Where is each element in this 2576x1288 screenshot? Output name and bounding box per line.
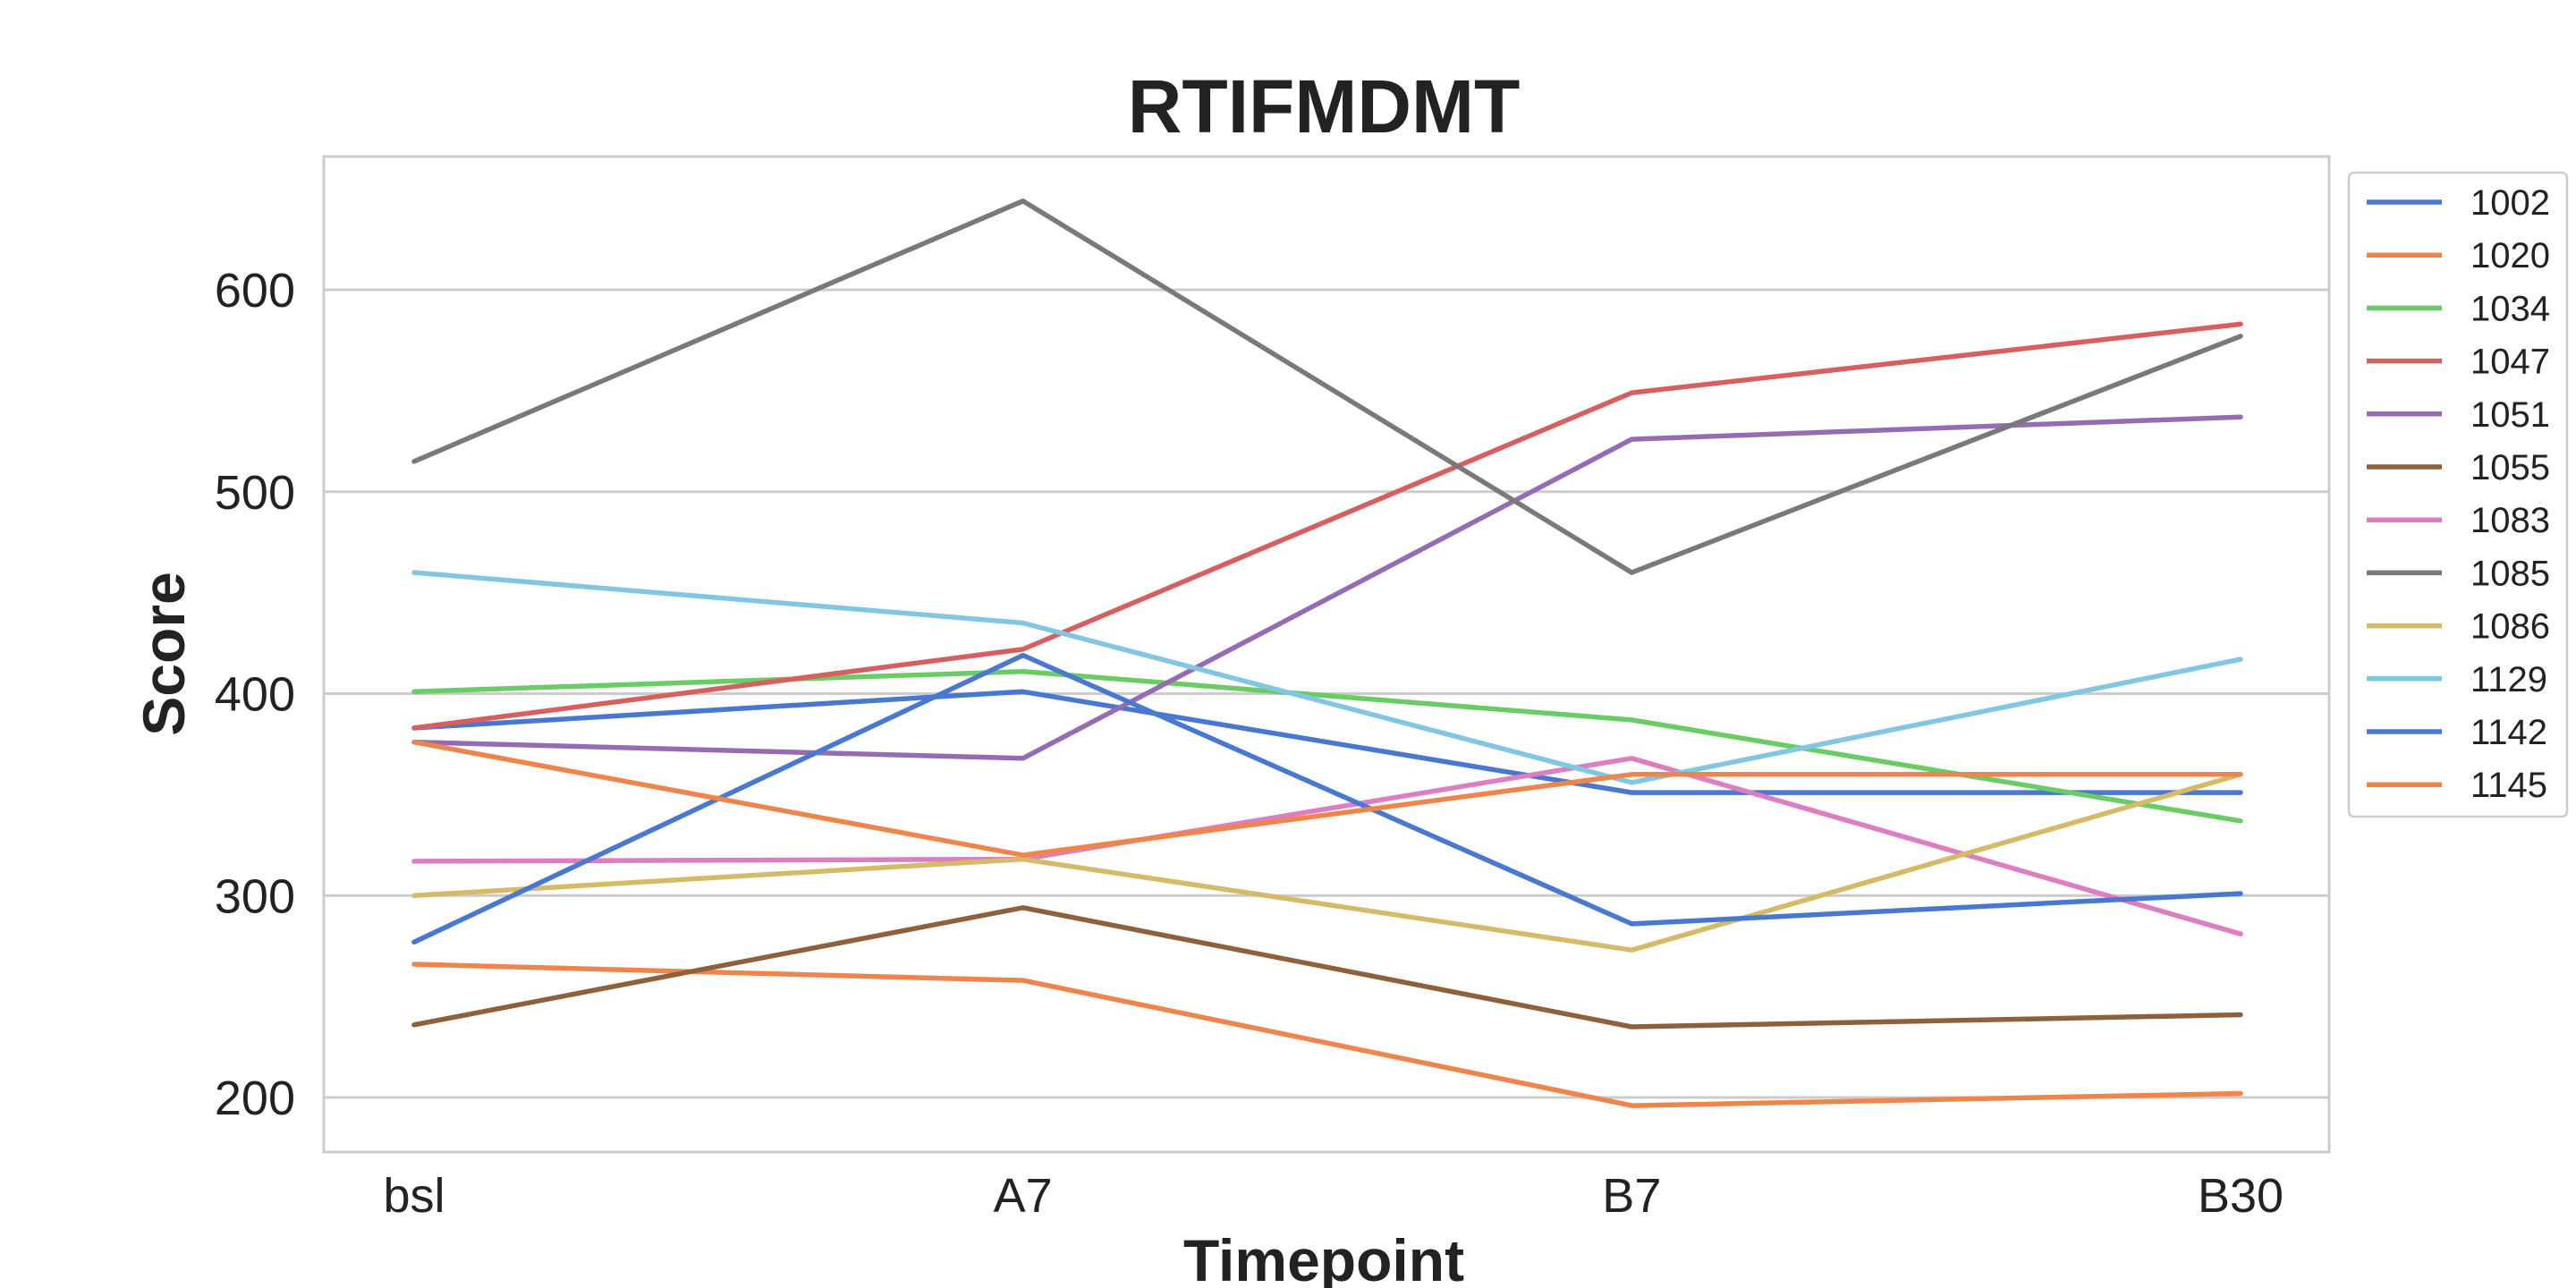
legend-label: 1142 — [2470, 713, 2547, 752]
series-lines — [411, 198, 2243, 1108]
legend-label: 1083 — [2470, 501, 2550, 540]
legend-label: 1085 — [2470, 554, 2550, 593]
legend-entry-1020: 1020 — [2367, 236, 2550, 275]
series-line-1142 — [411, 652, 2243, 945]
y-tick-label: 500 — [215, 466, 295, 520]
legend-label: 1145 — [2470, 766, 2547, 805]
legend-label: 1051 — [2470, 395, 2550, 435]
legend-label: 1034 — [2470, 289, 2550, 328]
legend: 1002 1020 1034 1047 1051 1055 1083 1085 1086 1129… — [2347, 171, 2569, 818]
x-tick-labels: bsl A7 B7 B30 — [383, 1169, 2284, 1223]
x-axis-label: Timepoint — [1183, 1227, 1464, 1288]
legend-entry-1034: 1034 — [2367, 289, 2550, 328]
legend-entry-1145: 1145 — [2367, 766, 2547, 805]
legend-label: 1002 — [2470, 183, 2550, 223]
legend-label: 1055 — [2470, 448, 2550, 487]
legend-label: 1047 — [2470, 343, 2550, 382]
legend-entry-1083: 1083 — [2367, 501, 2550, 540]
legend-label: 1086 — [2470, 607, 2550, 647]
series-line-1034 — [411, 668, 2243, 824]
y-axis-label: Score — [131, 572, 197, 735]
legend-entry-1047: 1047 — [2367, 343, 2550, 382]
x-tick-label: bsl — [383, 1169, 445, 1223]
chart-title: RTIFMDMT — [1128, 64, 1521, 148]
series-line-1083 — [411, 756, 2243, 936]
series-line-1085 — [411, 198, 2243, 575]
legend-entry-1055: 1055 — [2367, 448, 2550, 487]
legend-entry-1002: 1002 — [2367, 183, 2550, 223]
plot-frame — [322, 155, 2331, 1154]
x-tick-label: B7 — [1602, 1169, 1661, 1223]
legend-label: 1020 — [2470, 236, 2550, 275]
series-line-1051 — [411, 414, 2243, 761]
legend-label: 1129 — [2470, 660, 2547, 699]
y-tick-label: 300 — [215, 869, 295, 923]
series-line-1002 — [411, 689, 2243, 795]
legend-entry-1129: 1129 — [2367, 660, 2547, 699]
series-line-1047 — [411, 321, 2243, 731]
x-tick-label: A7 — [994, 1169, 1053, 1223]
y-tick-label: 600 — [215, 264, 295, 318]
legend-entry-1086: 1086 — [2367, 607, 2550, 647]
legend-entry-1051: 1051 — [2367, 395, 2550, 435]
y-tick-label: 200 — [215, 1072, 295, 1125]
legend-box — [2347, 171, 2569, 818]
series-line-1086 — [411, 772, 2243, 953]
series-line-1020 — [411, 962, 2243, 1108]
legend-entry-1142: 1142 — [2367, 713, 2547, 752]
legend-entry-1085: 1085 — [2367, 554, 2550, 593]
series-line-1055 — [411, 905, 2243, 1030]
series-line-1129 — [411, 570, 2243, 785]
y-tick-labels: 200 300 400 500 600 — [215, 264, 295, 1125]
x-tick-label: B30 — [2198, 1169, 2284, 1223]
series-line-1145 — [411, 739, 2243, 858]
y-tick-label: 400 — [215, 668, 295, 722]
